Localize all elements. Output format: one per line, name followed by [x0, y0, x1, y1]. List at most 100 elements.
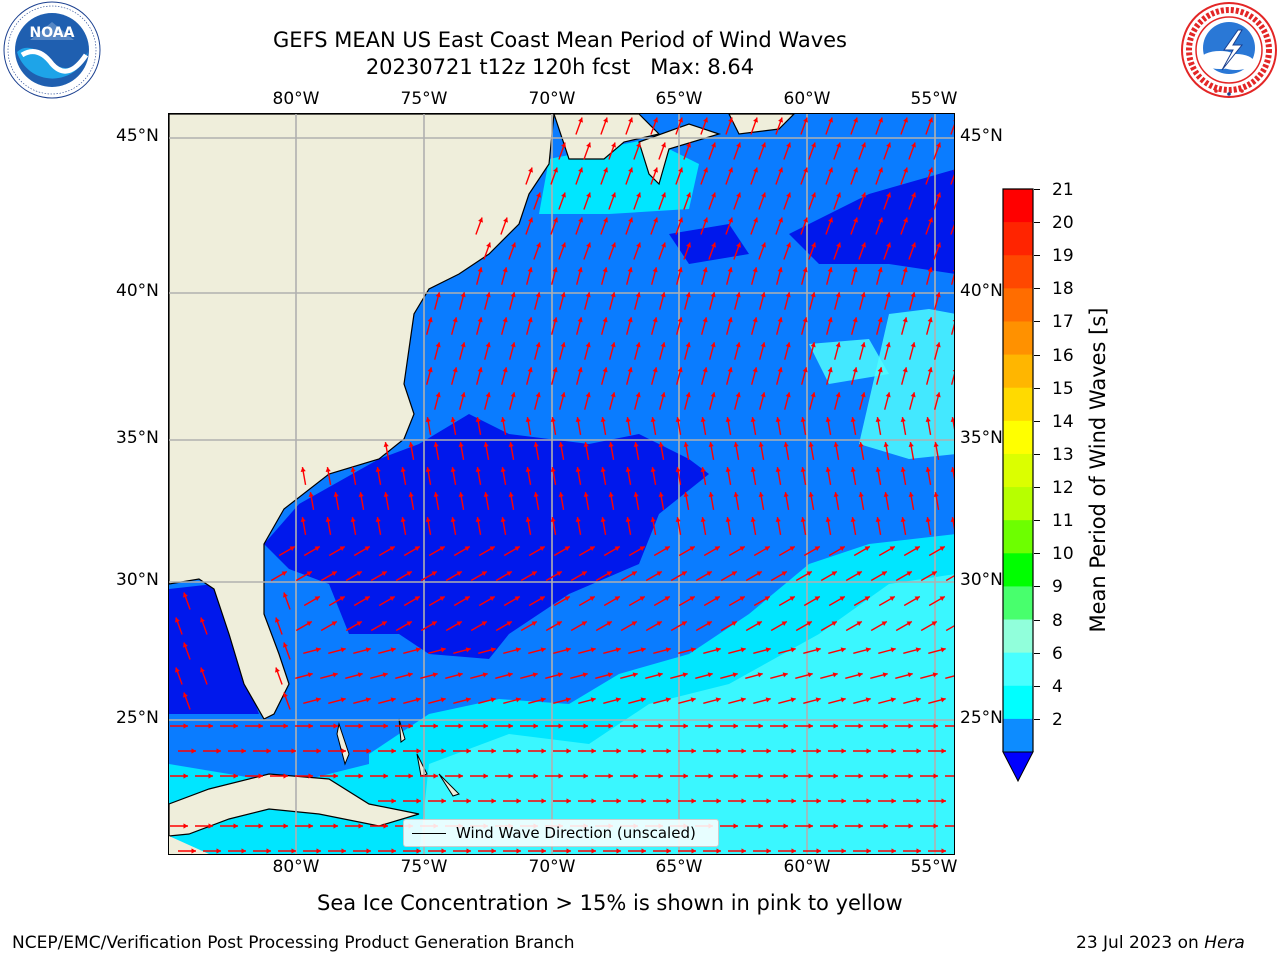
- wave-direction-arrowhead: [416, 848, 421, 854]
- wave-direction-arrowhead: [465, 647, 471, 653]
- wave-direction-arrowhead: [503, 217, 508, 223]
- wave-direction-arrowhead: [283, 773, 288, 779]
- colorbar-tick-label: 9: [1052, 577, 1063, 598]
- wave-direction-arrowhead: [406, 621, 412, 627]
- wave-direction-arrowhead: [678, 217, 683, 223]
- wave-direction-arrowhead: [877, 317, 883, 323]
- wave-direction-arrowhead: [650, 417, 656, 423]
- wave-direction-arrowhead: [808, 723, 813, 729]
- wave-direction-arrowhead: [635, 292, 641, 298]
- wave-direction-arrowhead: [850, 417, 856, 423]
- wave-direction-arrowhead: [764, 596, 770, 602]
- wave-direction-arrow: [950, 323, 954, 335]
- wave-direction-arrowhead: [339, 596, 345, 602]
- legend-line-swatch: [412, 833, 446, 834]
- wave-direction-arrowhead: [541, 798, 546, 804]
- wave-direction-arrowhead: [886, 192, 891, 198]
- wave-direction-arrowhead: [356, 571, 362, 577]
- wave-direction-arrowhead: [725, 417, 731, 423]
- wave-direction-arrowhead: [691, 848, 696, 854]
- wave-direction-arrowhead: [407, 672, 413, 678]
- colorbar-tick-mark: [1034, 189, 1040, 190]
- wave-direction-arrowhead: [315, 697, 321, 703]
- wave-direction-arrowhead: [583, 723, 588, 729]
- wave-direction-arrowhead: [836, 192, 841, 198]
- wave-direction-arrowhead: [827, 367, 833, 373]
- wave-direction-arrowhead: [507, 672, 513, 678]
- wave-direction-arrowhead: [583, 773, 588, 779]
- wave-direction-arrowhead: [678, 117, 683, 123]
- wave-direction-arrowhead: [735, 292, 741, 298]
- wave-direction-arrowhead: [708, 442, 714, 448]
- wave-direction-arrowhead: [641, 748, 646, 754]
- wave-direction-arrowhead: [831, 571, 837, 577]
- wave-direction-arrowhead: [952, 369, 954, 372]
- wave-direction-arrowhead: [658, 442, 664, 448]
- wave-direction-arrowhead: [464, 546, 470, 552]
- wave-direction-arrowhead: [703, 117, 708, 123]
- wave-direction-arrowhead: [808, 773, 813, 779]
- colorbar-tick-label: 20: [1052, 213, 1074, 234]
- wave-direction-arrowhead: [578, 217, 583, 223]
- wave-direction-arrowhead: [636, 242, 641, 248]
- wave-direction-arrowhead: [525, 417, 531, 423]
- wave-direction-arrowhead: [500, 467, 506, 473]
- wave-direction-arrowhead: [783, 823, 788, 829]
- ocean-light-east: [859, 309, 954, 459]
- wave-direction-arrowhead: [827, 317, 833, 323]
- wave-direction-arrowhead: [208, 823, 213, 829]
- wave-direction-arrowhead: [681, 571, 687, 577]
- colorbar-tick-mark: [1034, 685, 1040, 687]
- wave-direction-arrowhead: [425, 467, 431, 473]
- wave-direction-arrowhead: [816, 798, 821, 804]
- colorbar-tick-label: 13: [1052, 444, 1074, 465]
- colorbar-underflow-triangle: [1002, 751, 1034, 783]
- wave-direction-arrowhead: [753, 217, 758, 223]
- wave-direction-arrowhead: [316, 748, 321, 754]
- wave-direction-arrowhead: [736, 192, 741, 198]
- wave-direction-arrowhead: [908, 773, 913, 779]
- wave-direction-arrowhead: [666, 848, 671, 854]
- wave-direction-arrowhead: [903, 167, 908, 173]
- wave-direction-arrowhead: [458, 442, 464, 448]
- wave-direction-arrowhead: [902, 317, 908, 323]
- wave-direction-arrowhead: [927, 317, 933, 323]
- wave-direction-arrowhead: [602, 267, 608, 273]
- footer-date-text: 23 Jul 2023 on: [1076, 933, 1205, 953]
- wave-direction-arrowhead: [756, 571, 762, 577]
- wave-direction-arrowhead: [408, 442, 414, 448]
- wave-direction-arrowhead: [878, 167, 883, 173]
- wave-direction-arrowhead: [708, 492, 714, 498]
- wave-direction-arrowhead: [627, 367, 633, 373]
- colorbar-frame: [1002, 188, 1034, 752]
- colorbar-segment: [1003, 453, 1033, 488]
- wave-direction-arrowhead: [775, 417, 781, 423]
- wave-direction-arrowhead: [636, 192, 641, 198]
- lon-label-bottom-65w: 65°W: [655, 857, 703, 877]
- wave-direction-arrowhead: [531, 621, 537, 627]
- wave-direction-arrowhead: [283, 642, 288, 648]
- wave-direction-arrowhead: [566, 748, 571, 754]
- wave-direction-arrowhead: [910, 342, 916, 348]
- wave-direction-arrowhead: [450, 417, 456, 423]
- wave-direction-arrowhead: [575, 517, 581, 523]
- wave-direction-arrowhead: [607, 672, 613, 678]
- wave-direction-arrowhead: [585, 292, 591, 298]
- wave-direction-arrowhead: [365, 647, 371, 653]
- wave-direction-arrowhead: [183, 692, 188, 698]
- wave-direction-arrowhead: [664, 546, 670, 552]
- wave-direction-arrowhead: [611, 192, 616, 198]
- wave-direction-arrowhead: [340, 647, 346, 653]
- colorbar-tick-label: 2: [1052, 709, 1063, 730]
- wave-direction-arrowhead: [233, 823, 238, 829]
- wave-direction-arrowhead: [865, 697, 871, 703]
- wave-direction-arrowhead: [561, 242, 566, 248]
- wave-direction-arrowhead: [758, 492, 764, 498]
- wave-direction-arrowhead: [758, 823, 763, 829]
- wave-direction-arrowhead: [660, 392, 666, 398]
- wave-direction-arrowhead: [783, 492, 789, 498]
- colorbar-tick-label: 11: [1052, 511, 1074, 532]
- colorbar-swatches: [1002, 188, 1034, 783]
- wave-direction-arrowhead: [464, 596, 470, 602]
- wave-direction-arrowhead: [283, 723, 288, 729]
